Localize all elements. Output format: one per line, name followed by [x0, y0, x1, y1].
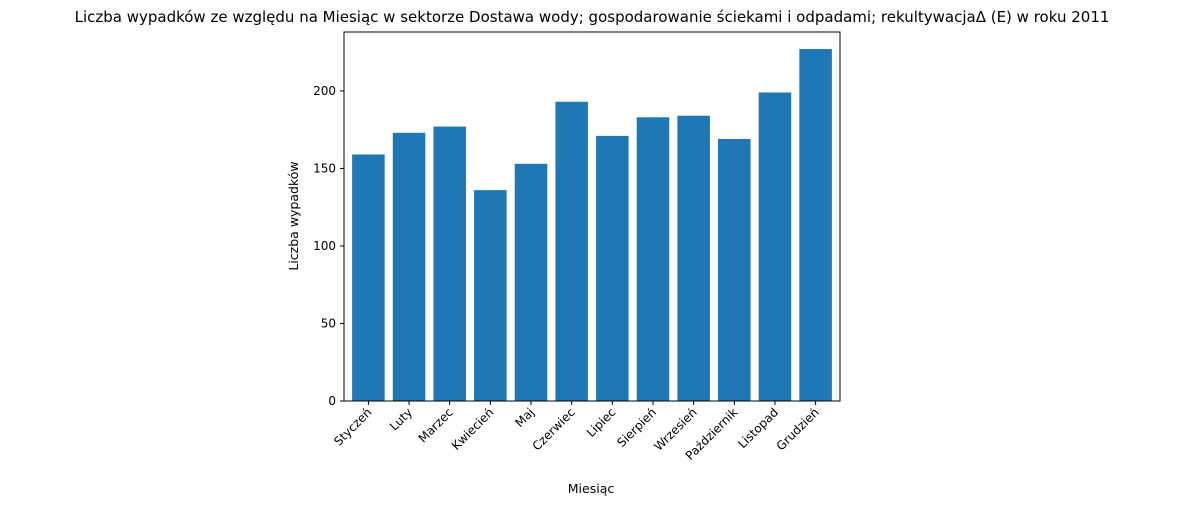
bar — [596, 135, 629, 401]
x-axis-label: Miesiąc — [568, 481, 615, 496]
bar — [392, 132, 426, 401]
x-tick-label: Maj — [512, 405, 537, 430]
x-tick-label: Luty — [387, 405, 415, 433]
bar — [718, 138, 751, 401]
axes-frame — [343, 31, 841, 402]
bar — [677, 115, 710, 401]
bar — [514, 163, 548, 401]
x-tick-label: Lipiec — [584, 405, 619, 440]
bar — [474, 190, 507, 401]
y-axis-ticks: 0 50 100 150 200 — [313, 84, 344, 408]
y-tick-label: 100 — [313, 239, 336, 253]
x-tick-label: Styczeń — [331, 405, 374, 448]
bar — [636, 117, 670, 402]
bars-group — [352, 49, 832, 402]
bar — [758, 92, 792, 402]
bar — [352, 154, 385, 401]
x-tick-label: Marzec — [416, 405, 456, 445]
y-tick-label: 0 — [328, 394, 336, 408]
y-tick-label: 150 — [313, 161, 336, 175]
y-tick-label: 200 — [313, 84, 336, 98]
bar — [555, 101, 588, 401]
bar — [433, 126, 466, 402]
chart-title: Liczba wypadków ze względu na Miesiąc w … — [75, 8, 1110, 26]
y-axis-label: Liczba wypadków — [286, 161, 301, 270]
y-tick-label: 50 — [321, 316, 336, 330]
bar — [799, 49, 832, 401]
x-tick-label: Grudzień — [774, 405, 822, 453]
x-tick-label: Kwiecień — [449, 405, 497, 453]
x-tick-label: Czerwiec — [530, 405, 578, 453]
